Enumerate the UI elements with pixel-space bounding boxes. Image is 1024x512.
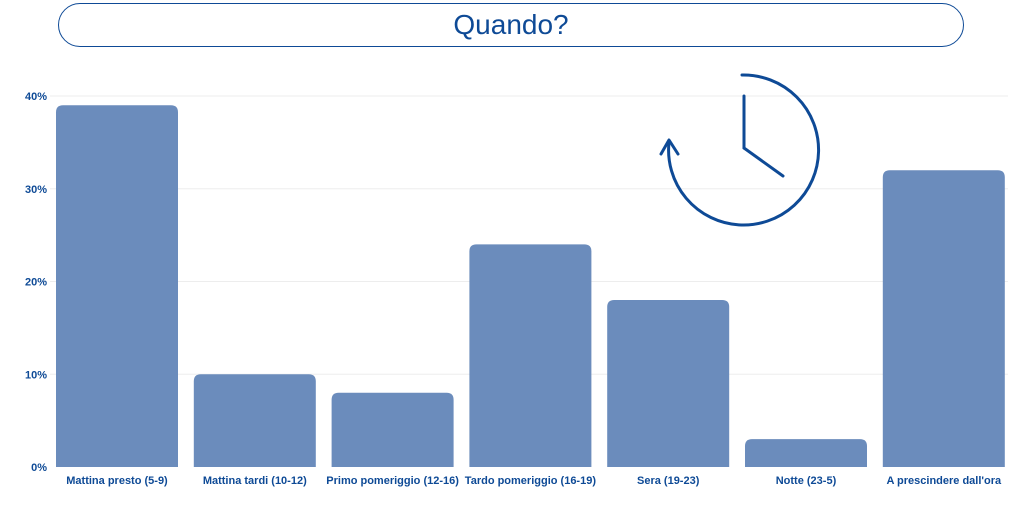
y-tick-label: 20% — [25, 277, 47, 289]
x-category-label: Sera (19-23) — [637, 475, 700, 487]
bars — [56, 105, 1005, 468]
chart-title: Quando? — [453, 9, 569, 40]
y-tick-label: 10% — [25, 369, 47, 381]
bar — [607, 300, 730, 467]
x-category-label: Tardo pomeriggio (16-19) — [465, 475, 597, 487]
x-axis-labels: Mattina presto (5-9) Mattina tardi (10-12… — [66, 475, 1002, 487]
x-category-label: Notte (23-5) — [776, 475, 837, 487]
bar — [882, 170, 1005, 467]
bar — [331, 392, 454, 467]
x-category-label: Primo pomeriggio (12-16) — [326, 475, 459, 487]
bar — [193, 374, 316, 467]
bar — [469, 244, 592, 467]
title-pill: Quando? — [58, 3, 964, 47]
y-tick-label: 30% — [25, 184, 47, 196]
x-category-label: Mattina tardi (10-12) — [203, 475, 307, 487]
x-category-label: A prescindere dall'ora — [886, 475, 1002, 487]
bar — [745, 439, 867, 467]
clock-arrow-icon — [659, 73, 821, 227]
y-axis-ticks: 0% 10% 20% 30% 40% — [25, 91, 47, 474]
y-tick-label: 40% — [25, 91, 47, 103]
bar — [56, 105, 178, 468]
x-category-label: Mattina presto (5-9) — [66, 475, 168, 487]
y-tick-label: 0% — [31, 462, 47, 474]
